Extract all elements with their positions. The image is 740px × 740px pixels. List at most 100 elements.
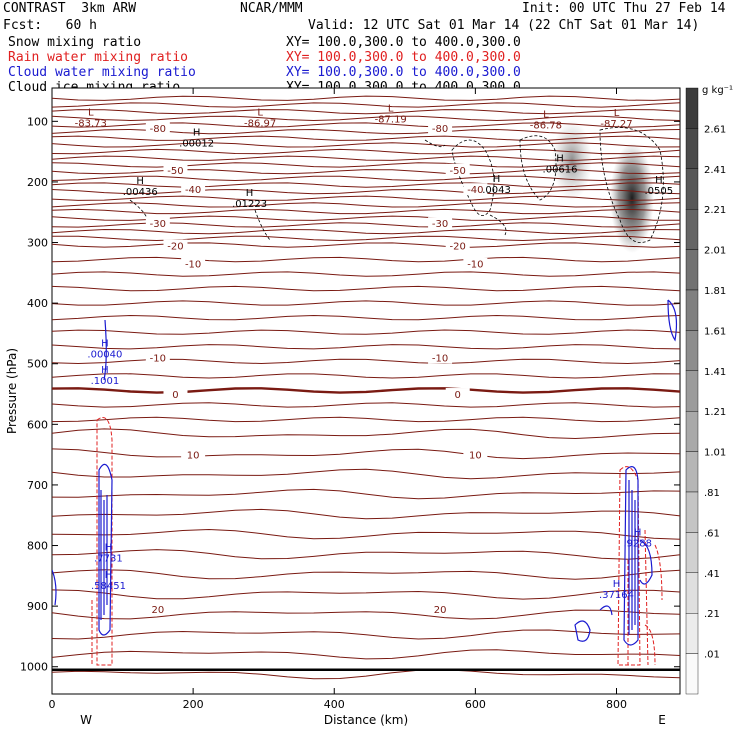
temperature-contour xyxy=(52,569,680,580)
rain-water-contours xyxy=(91,417,663,666)
extremum-mark: H xyxy=(105,543,113,554)
y-tick-label: 800 xyxy=(27,540,48,553)
contour-label-bg xyxy=(181,448,206,461)
extremum-mark: H xyxy=(655,175,663,186)
temperature-contour xyxy=(52,488,680,500)
contour-label-bg xyxy=(428,351,453,364)
temperature-contour xyxy=(52,329,680,335)
extremum-mark: H xyxy=(246,188,254,199)
temperature-contour-label: -30 xyxy=(150,219,166,230)
extremum-mark: L xyxy=(543,109,549,120)
y-tick-label: 300 xyxy=(27,237,48,250)
temperature-contour-label: -10 xyxy=(467,260,483,271)
colorbar-label: 1.21 xyxy=(704,407,726,418)
colorbar-swatch xyxy=(685,653,699,695)
temperature-contour xyxy=(52,416,680,423)
legend-rain-name: Rain water mixing ratio xyxy=(8,50,189,65)
temperature-contour xyxy=(52,235,680,242)
extremum-value: .7731 xyxy=(94,554,123,565)
y-tick-label: 600 xyxy=(27,418,48,431)
temperature-contour xyxy=(52,242,680,248)
temperature-contour-label: 10 xyxy=(187,451,200,462)
extremum-mark: H xyxy=(105,570,113,581)
temperature-contour xyxy=(52,182,680,188)
temperature-contour xyxy=(52,256,680,263)
temperature-contour-label: -40 xyxy=(467,185,483,196)
colorbar-label: .61 xyxy=(704,528,720,539)
snow-core-shading xyxy=(610,143,654,253)
colorbar-swatch xyxy=(685,451,699,493)
temperature-contour-label: 0 xyxy=(455,390,461,401)
x-tick-label: 0 xyxy=(49,698,56,711)
colorbar-swatch xyxy=(685,168,699,210)
legend-rain-xy: XY= 100.0,300.0 to 400.0,300.0 xyxy=(286,50,521,65)
colorbar-swatch xyxy=(685,613,699,654)
extremum-value: .0505 xyxy=(645,186,674,197)
model-title: CONTRAST 3km ARW xyxy=(3,1,137,16)
extremum-mark: H xyxy=(493,174,501,185)
extremum-value: .1001 xyxy=(91,376,120,387)
y-tick-label: 400 xyxy=(27,297,48,310)
extremum-mark: L xyxy=(257,108,263,119)
colorbar-label: .41 xyxy=(704,569,720,580)
extremum-value: -86.97 xyxy=(244,119,276,130)
temperature-contour xyxy=(52,195,680,201)
temperature-contour xyxy=(52,202,680,208)
temperature-contour-label: -20 xyxy=(450,242,466,253)
temperature-contour xyxy=(52,649,680,660)
legend-cloudwater-name: Cloud water mixing ratio xyxy=(8,65,196,80)
extremum-mark: H xyxy=(136,176,144,187)
colorbar-label: 2.61 xyxy=(704,124,726,135)
contour-label-bg xyxy=(463,183,488,196)
contour-label-bg xyxy=(428,217,453,230)
x-axis-title: Distance (km) xyxy=(324,713,408,727)
extremum-mark: L xyxy=(88,108,94,119)
legend-cloudwater-xy: XY= 100.0,300.0 to 400.0,300.0 xyxy=(286,65,521,80)
temperature-contour-label: -80 xyxy=(432,124,448,135)
temperature-contour-label: -50 xyxy=(167,166,183,177)
extremum-value: .0043 xyxy=(482,185,511,196)
temperature-contour-label: -50 xyxy=(450,166,466,177)
colorbar-swatch xyxy=(685,330,699,371)
x-tick-label: 200 xyxy=(183,698,204,711)
colorbar: 2.61 2.41 2.21 2.01 1.81 1.61 1.41 1.21 1.01 .81.… xyxy=(685,87,726,695)
contour-label-bg xyxy=(145,121,170,134)
x-tick-label: 600 xyxy=(465,698,486,711)
y-tick-label: 100 xyxy=(27,115,48,128)
contour-label-bg xyxy=(463,448,488,461)
center-title: NCAR/MMM xyxy=(240,1,303,16)
temperature-contour xyxy=(52,162,680,168)
extremum-value: .9288 xyxy=(623,539,652,550)
extremum-mark: H xyxy=(101,365,109,376)
extremum-mark: H xyxy=(193,128,201,139)
contour-label-bg xyxy=(145,351,170,364)
extremum-value: .58451 xyxy=(91,581,126,592)
colorbar-label: 1.01 xyxy=(704,448,726,459)
temperature-contour-label: -10 xyxy=(185,260,201,271)
extremum-value: .00012 xyxy=(179,139,214,150)
colorbar-swatch xyxy=(685,491,699,533)
temperature-contour xyxy=(52,402,680,408)
temperature-contour xyxy=(52,285,680,292)
temperature-contour xyxy=(52,300,680,306)
colorbar-swatch xyxy=(685,128,699,169)
contour-label-bg xyxy=(445,163,470,176)
extremum-mark: H xyxy=(634,528,642,539)
extremum-value: .01223 xyxy=(232,199,267,210)
colorbar-label: 1.81 xyxy=(704,286,726,297)
x-tick-label: 400 xyxy=(324,698,345,711)
temperature-contour xyxy=(52,448,680,460)
temperature-contour-label: 20 xyxy=(151,605,164,616)
extremum-mark: L xyxy=(614,108,620,119)
colorbar-label: 2.21 xyxy=(704,205,726,216)
extremum-value: .00616 xyxy=(543,165,578,176)
y-tick-label: 900 xyxy=(27,600,48,613)
temperature-contour-label: -10 xyxy=(432,354,448,365)
temperature-contour xyxy=(52,109,680,115)
legend-snow-xy: XY= 100.0,300.0 to 400.0,300.0 xyxy=(286,35,521,50)
contour-label-bg xyxy=(428,603,453,616)
colorbar-swatch xyxy=(685,411,699,452)
temperature-contour xyxy=(52,344,680,350)
colorbar-label: 2.01 xyxy=(704,246,726,257)
temperature-contour xyxy=(52,188,680,195)
